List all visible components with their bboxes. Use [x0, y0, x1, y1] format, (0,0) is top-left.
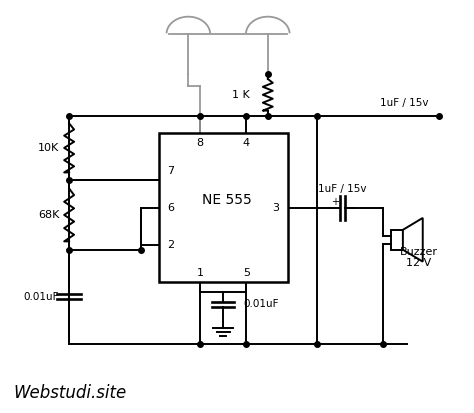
Text: +: + — [331, 197, 339, 207]
Text: 5: 5 — [243, 268, 250, 278]
Text: 6: 6 — [167, 203, 174, 213]
Bar — [158, 133, 288, 282]
Bar — [391, 230, 403, 250]
Text: 10K: 10K — [38, 143, 59, 153]
Text: 4: 4 — [243, 138, 250, 148]
Text: NE 555: NE 555 — [202, 193, 252, 207]
Text: 1uF / 15v: 1uF / 15v — [318, 184, 366, 194]
Text: 1: 1 — [196, 268, 203, 278]
Text: 1 K: 1 K — [232, 90, 250, 100]
Text: 0.01uF: 0.01uF — [24, 292, 59, 302]
Text: 8: 8 — [196, 138, 203, 148]
Text: Webstudi.site: Webstudi.site — [14, 384, 127, 402]
Text: 7: 7 — [167, 166, 174, 176]
Text: 2: 2 — [167, 240, 174, 250]
Text: Buzzer
12 V: Buzzer 12 V — [400, 247, 438, 268]
Text: 0.01uF: 0.01uF — [243, 299, 278, 309]
Text: 1uF / 15v: 1uF / 15v — [380, 97, 428, 108]
Polygon shape — [403, 218, 423, 261]
Text: 3: 3 — [272, 203, 279, 213]
Text: 68K: 68K — [38, 210, 59, 220]
